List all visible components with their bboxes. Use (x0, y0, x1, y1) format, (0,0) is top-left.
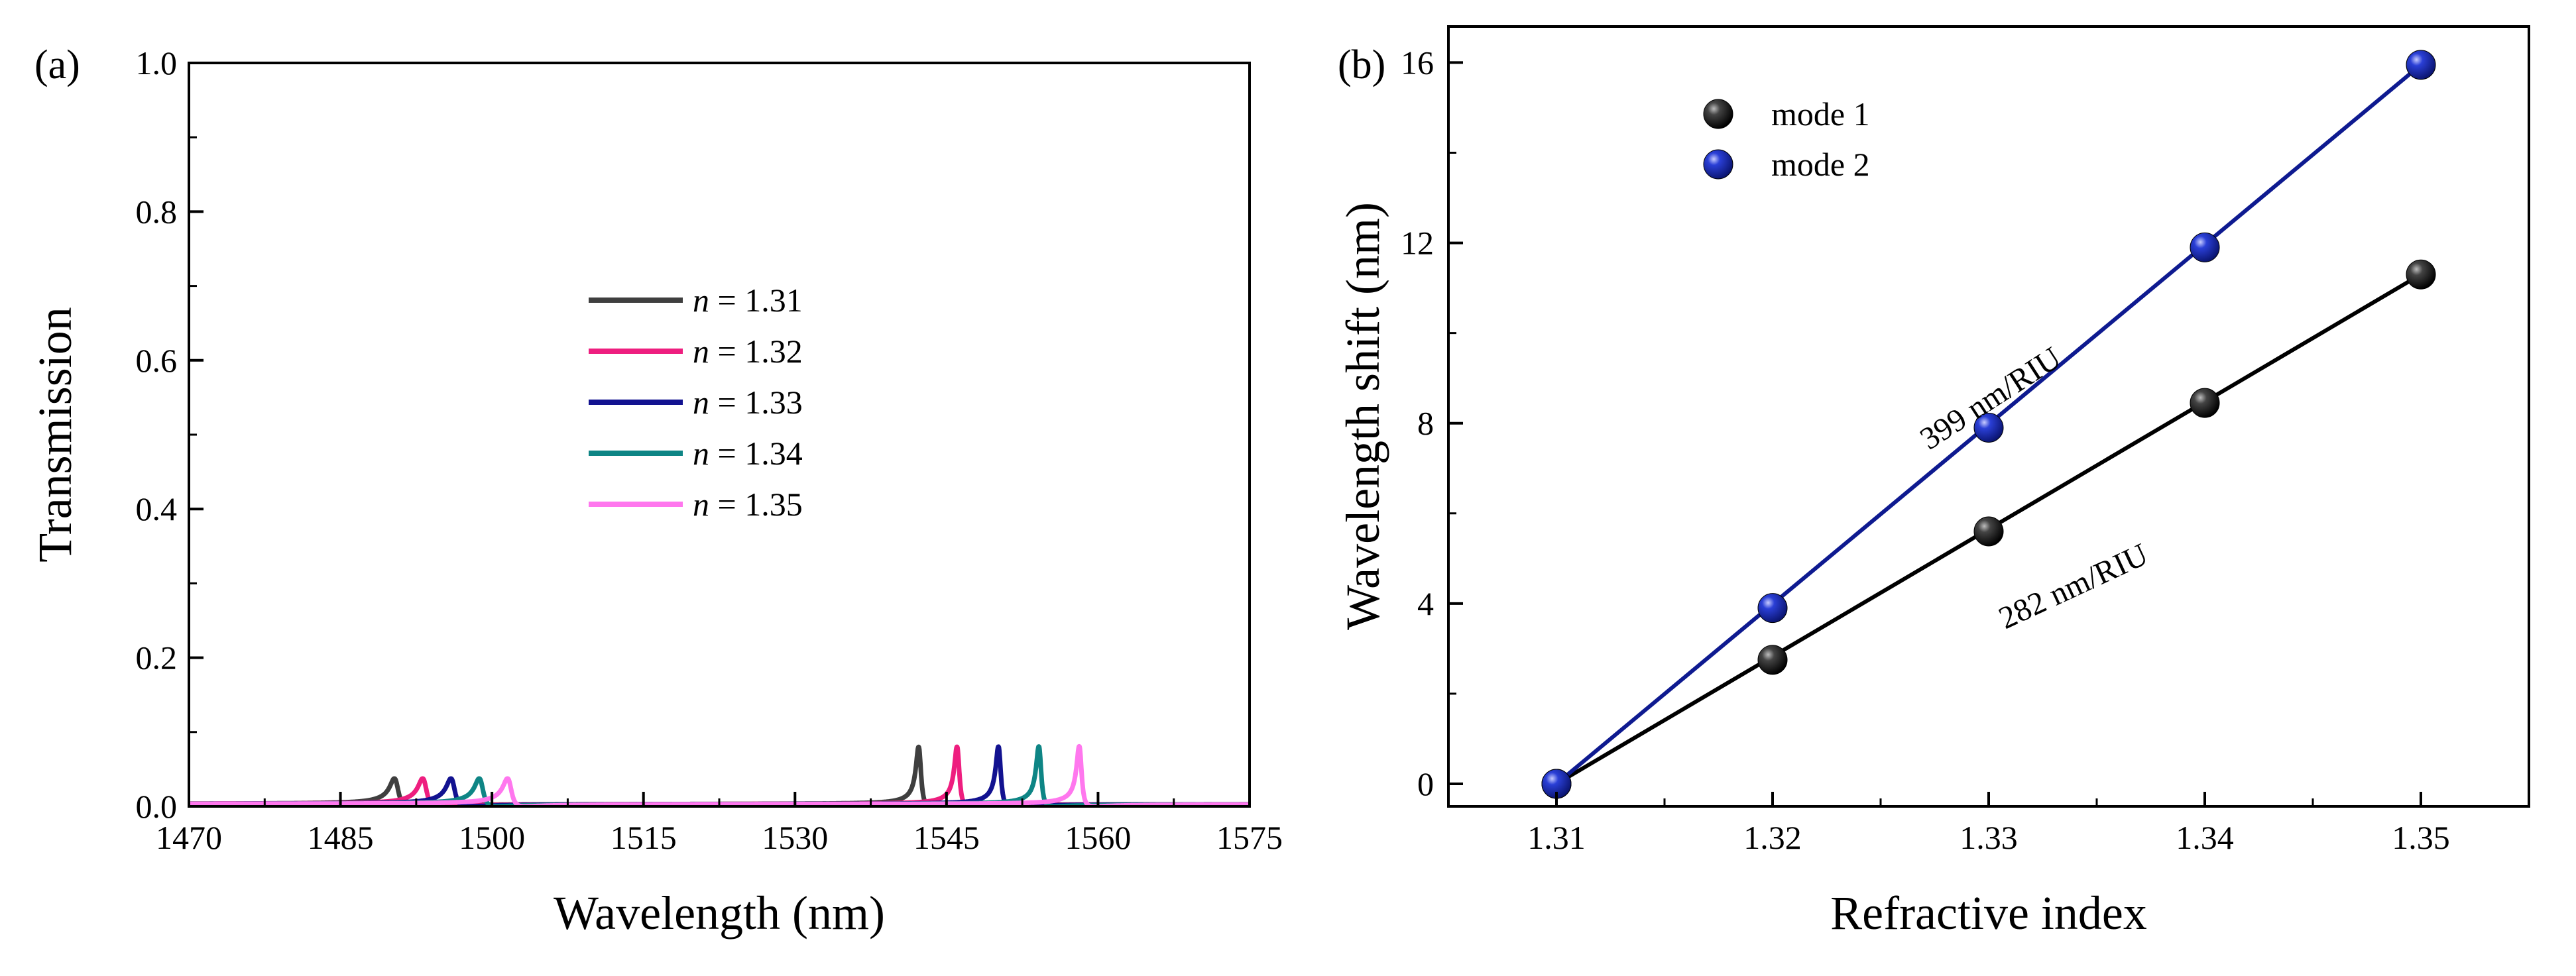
panel-b-y-tick-label: 12 (1401, 225, 1434, 262)
panel-b-points (1541, 50, 2436, 799)
legend-item: n = 1.32 (589, 333, 803, 370)
panel-a-x-ticks: 1470 1485 1500 1515 1530 1545 1560 1575 (156, 792, 1283, 856)
legend-label: n = 1.35 (693, 486, 803, 523)
panel-a-y-tick-label: 0.2 (136, 639, 178, 677)
panel-b-y-ticks: 0 4 8 12 16 (1401, 44, 1463, 802)
data-point-mode-2 (2190, 232, 2220, 262)
legend-marker (1703, 149, 1733, 180)
panel-b-label: (b) (1338, 42, 1385, 87)
panel-a-legend: n = 1.31 n = 1.32 n = 1.33 n = 1.34 n = 1.35 (589, 282, 803, 523)
legend-item: n = 1.34 (589, 435, 803, 472)
panel-b-y-tick-label: 4 (1417, 585, 1434, 622)
panel-b-x-ticks: 1.31 1.32 1.33 1.34 1.35 (1527, 792, 2450, 856)
panel-a-x-axis-title: Wavelength (nm) (554, 887, 885, 940)
panel-a-x-tick-label: 1485 (308, 819, 374, 856)
panel-a-y-ticks: 0.0 0.2 0.4 0.6 0.8 1.0 (136, 44, 204, 825)
panel-b-y-tick-label: 0 (1417, 765, 1434, 802)
panel-b-y-tick-label: 16 (1401, 44, 1434, 81)
panel-a-curves (189, 743, 1250, 806)
panel-b: (b) 1.31 1.32 1.33 1.34 1.35 0 4 8 12 16 Refract… (1336, 25, 2530, 940)
panel-b-x-tick-label: 1.32 (1743, 819, 1802, 856)
panel-b-y-axis-title: Wavelength shift (nm) (1336, 202, 1389, 630)
legend-label: mode 2 (1771, 146, 1870, 183)
data-point-mode-2 (1757, 593, 1788, 624)
legend-marker (1703, 99, 1733, 129)
series-line-4 (189, 744, 1250, 806)
series-line-1 (189, 744, 1250, 806)
legend-item: n = 1.33 (589, 384, 803, 421)
panel-a-x-tick-label: 1530 (762, 819, 828, 856)
panel-a-x-tick-label: 1470 (156, 819, 222, 856)
panel-b-x-tick-label: 1.35 (2392, 819, 2450, 856)
panel-a-x-tick-label: 1500 (459, 819, 525, 856)
legend-label: n = 1.31 (693, 282, 803, 319)
panel-b-x-axis-title: Refractive index (1830, 887, 2147, 940)
panel-a-y-tick-label: 1.0 (136, 44, 178, 81)
data-point-mode-2 (2406, 50, 2436, 80)
legend-label: mode 1 (1771, 95, 1870, 133)
legend-label: n = 1.32 (693, 333, 803, 370)
series-line-3 (189, 744, 1250, 806)
panel-a-y-tick-label: 0.8 (136, 193, 178, 230)
panel-a-y-axis-title: Transmission (29, 307, 82, 562)
panel-a-label: (a) (34, 42, 80, 87)
panel-b-y-tick-label: 8 (1417, 405, 1434, 442)
panel-b-x-tick-label: 1.34 (2176, 819, 2234, 856)
panel-a: (a) 1470 1485 1500 1515 1530 1545 1560 1575 0.0… (29, 42, 1283, 940)
series-line-2 (189, 744, 1250, 806)
legend-item: mode 1 (1703, 95, 1870, 133)
panel-a-x-tick-label: 1515 (611, 819, 677, 856)
panel-b-legend: mode 1 mode 2 (1703, 95, 1870, 183)
legend-item: n = 1.35 (589, 486, 803, 523)
data-point-mode-1 (2406, 259, 2436, 290)
legend-item: n = 1.31 (589, 282, 803, 319)
legend-label: n = 1.34 (693, 435, 803, 472)
panel-a-y-tick-label: 0.6 (136, 342, 178, 379)
annotation-mode-1-slope: 282 nm/RIU (1993, 537, 2153, 636)
panel-a-y-tick-label: 0.0 (136, 788, 178, 825)
panel-b-x-tick-label: 1.33 (1960, 819, 2018, 856)
panel-a-x-tick-label: 1575 (1216, 819, 1283, 856)
legend-label: n = 1.33 (693, 384, 803, 421)
series-line-5 (189, 743, 1250, 806)
data-point-mode-1 (1757, 645, 1788, 675)
panel-a-x-tick-label: 1560 (1065, 819, 1131, 856)
legend-item: mode 2 (1703, 146, 1870, 183)
panel-a-y-tick-label: 0.4 (136, 490, 178, 527)
data-point-mode-1 (2190, 388, 2220, 418)
data-point-mode-1 (1973, 516, 2004, 547)
panel-b-x-tick-label: 1.31 (1527, 819, 1586, 856)
panel-a-x-tick-label: 1545 (913, 819, 980, 856)
data-point-mode-2 (1973, 413, 2004, 443)
